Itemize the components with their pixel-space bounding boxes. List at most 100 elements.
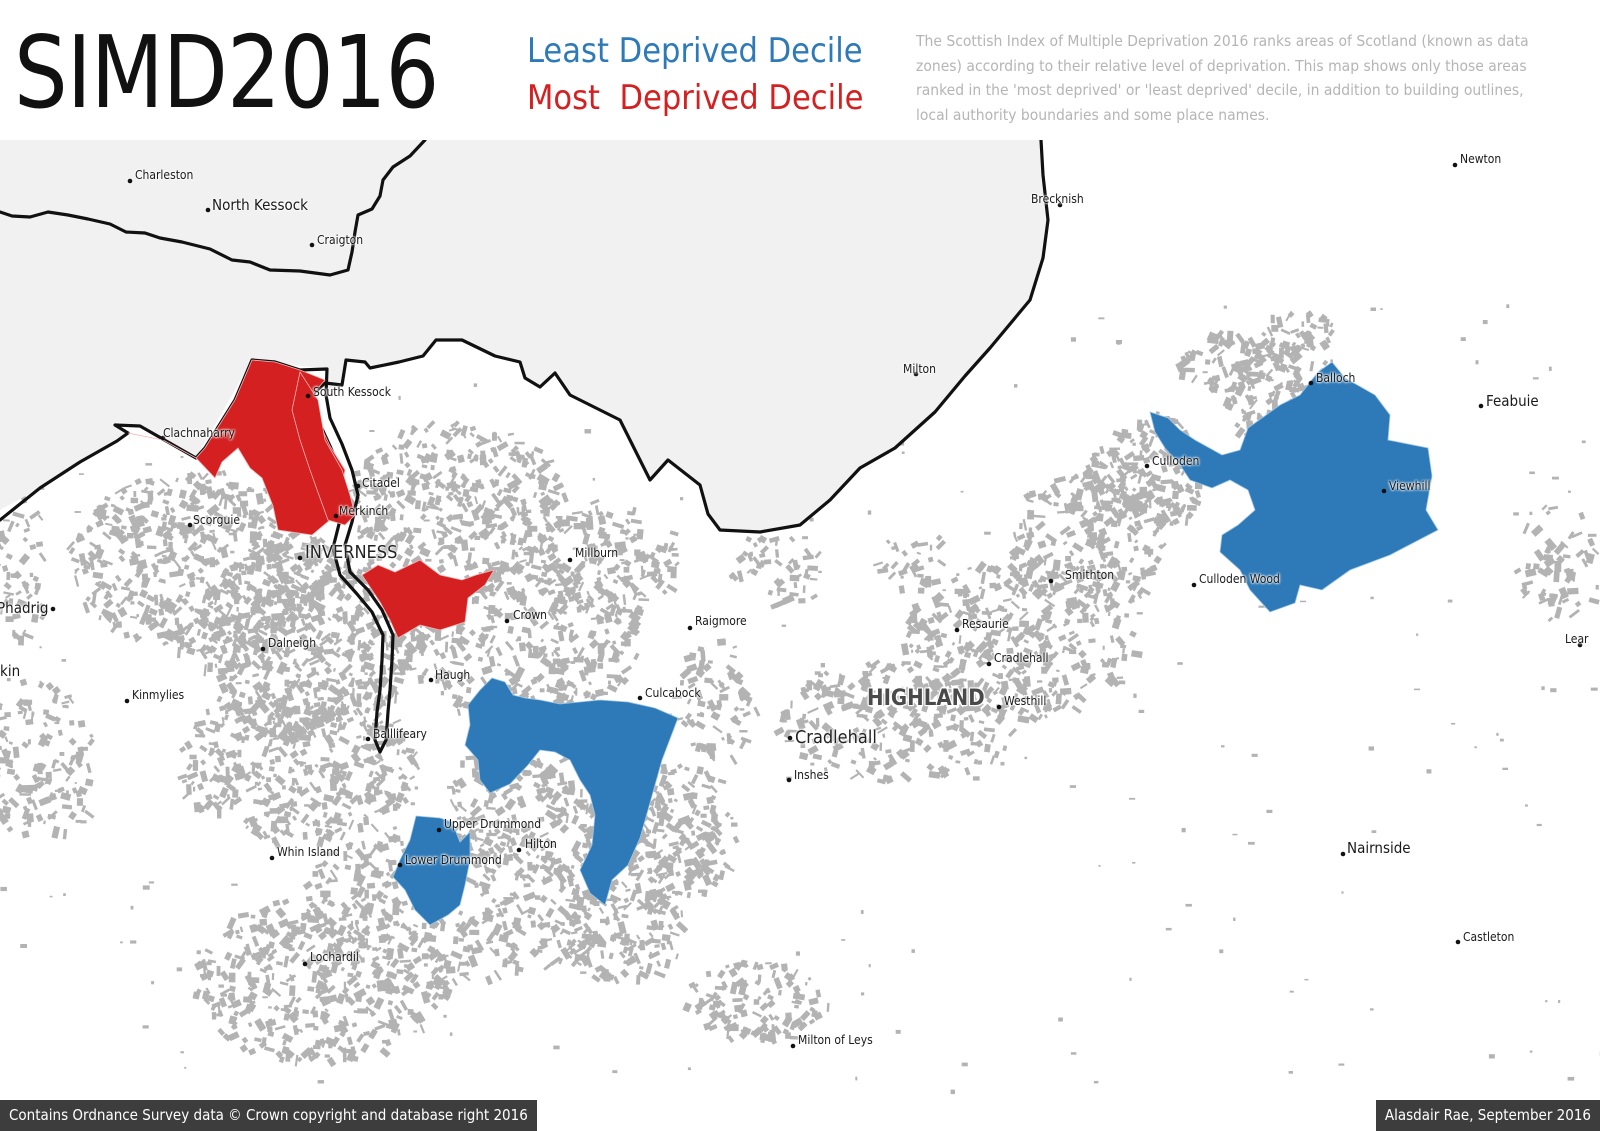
place-dot: [1308, 380, 1314, 386]
place-dot: [516, 847, 522, 853]
place-dot: [1577, 642, 1583, 648]
place-dot: [355, 483, 361, 489]
place-dot: [954, 627, 960, 633]
least-deprived-zone-culcabock: [464, 677, 679, 906]
place-dot: [436, 827, 442, 833]
place-label: Balllifeary: [373, 727, 427, 741]
place-markers: [50, 162, 1583, 1049]
footer-copyright: Contains Ordnance Survey data © Crown co…: [0, 1100, 537, 1131]
place-label: Brecknish: [1031, 192, 1084, 206]
place-dot: [637, 695, 643, 701]
place-dot: [302, 961, 308, 967]
place-dot: [1455, 939, 1461, 945]
map-title: SIMD2016: [14, 14, 439, 131]
place-label: Scorguie: [193, 513, 240, 527]
place-label: Balloch: [1316, 371, 1356, 385]
place-label: INVERNESS: [305, 542, 398, 563]
place-dot: [1452, 162, 1458, 168]
place-dot: [333, 513, 339, 519]
least-deprived-zone-culloden: [1149, 361, 1439, 613]
place-dot: [397, 862, 403, 868]
legend-most-deprived: Most Deprived Decile: [527, 78, 864, 118]
place-label: Culcabock: [645, 686, 701, 700]
place-label: Phadrig: [0, 599, 49, 617]
place-dot: [309, 242, 315, 248]
place-dot: [124, 698, 130, 704]
place-dot: [1057, 202, 1063, 208]
most-deprived-areas: [127, 359, 495, 639]
place-dot: [567, 557, 573, 563]
place-label: Hilton: [525, 837, 557, 851]
place-dot: [913, 371, 919, 377]
place-label: Nairnside: [1347, 839, 1411, 857]
place-dot: [428, 677, 434, 683]
place-dot: [50, 606, 56, 612]
firth-water: [0, 140, 425, 275]
place-label: Culloden Wood: [1199, 572, 1280, 586]
place-dot: [787, 735, 793, 741]
place-dot: [790, 1043, 796, 1049]
place-dot: [305, 393, 311, 399]
place-label: Cradlehall: [795, 727, 877, 748]
place-label: Inshes: [794, 768, 829, 782]
place-dot: [504, 618, 510, 624]
place-label: Dalneigh: [268, 636, 317, 650]
place-dot: [1478, 403, 1484, 409]
place-dot: [127, 178, 133, 184]
map-description: The Scottish Index of Multiple Deprivati…: [916, 32, 1529, 124]
place-label: Feabuie: [1486, 392, 1539, 410]
most-deprived-zone-centre: [361, 559, 495, 639]
place-dot: [365, 736, 371, 742]
most-deprived-zone-merkinch: [291, 370, 356, 526]
place-label: Smithton: [1065, 568, 1115, 582]
place-label: Haugh: [435, 668, 471, 682]
place-label: Lower Drummond: [405, 853, 502, 867]
place-label: kin: [0, 662, 21, 680]
place-dot: [986, 661, 992, 667]
region-label: HIGHLAND: [867, 686, 985, 711]
place-label: Lochardil: [310, 950, 359, 964]
place-label: Upper Drummond: [444, 817, 542, 831]
place-label: Kinmylies: [132, 688, 185, 702]
place-label: Craigton: [317, 233, 364, 247]
place-dot: [160, 435, 166, 441]
place-dot: [996, 704, 1002, 710]
place-label: Castleton: [1463, 930, 1515, 944]
place-dot: [205, 207, 211, 213]
place-label: Charleston: [135, 168, 194, 182]
place-label: Resaurie: [962, 617, 1009, 631]
place-label: Milton of Leys: [798, 1033, 873, 1047]
place-dot: [297, 555, 303, 561]
place-label: Merkinch: [339, 504, 389, 518]
place-dot: [1381, 488, 1387, 494]
place-dot: [260, 646, 266, 652]
least-deprived-zone-drummond: [392, 815, 471, 926]
place-dot: [1144, 463, 1150, 469]
place-label: Whin Island: [277, 845, 340, 859]
place-dot: [1340, 851, 1346, 857]
place-dot: [1191, 582, 1197, 588]
place-dot: [786, 777, 792, 783]
place-label: Millburn: [575, 546, 619, 560]
place-label: Citadel: [362, 476, 400, 490]
place-dot: [687, 625, 693, 631]
place-label: North Kessock: [212, 196, 308, 214]
place-label: Viewhill: [1389, 479, 1431, 493]
place-label: Cradlehall: [994, 651, 1049, 665]
place-label: Lear: [1565, 632, 1589, 646]
place-dot: [1048, 578, 1054, 584]
least-deprived-areas: [392, 361, 1439, 926]
place-label: Culloden: [1152, 454, 1200, 468]
place-dot: [269, 855, 275, 861]
place-label: Milton: [903, 362, 936, 376]
place-label: Raigmore: [695, 614, 747, 628]
place-label: Clachnaharry: [163, 426, 235, 440]
place-label: Newton: [1460, 152, 1502, 166]
place-label: Westhill: [1004, 694, 1047, 708]
header: SIMD2016 Least Deprived Decile Most Depr…: [0, 0, 1600, 140]
firth-water: [0, 140, 1048, 532]
place-label: Crown: [513, 608, 547, 622]
footer-author: Alasdair Rae, September 2016: [1375, 1100, 1600, 1131]
